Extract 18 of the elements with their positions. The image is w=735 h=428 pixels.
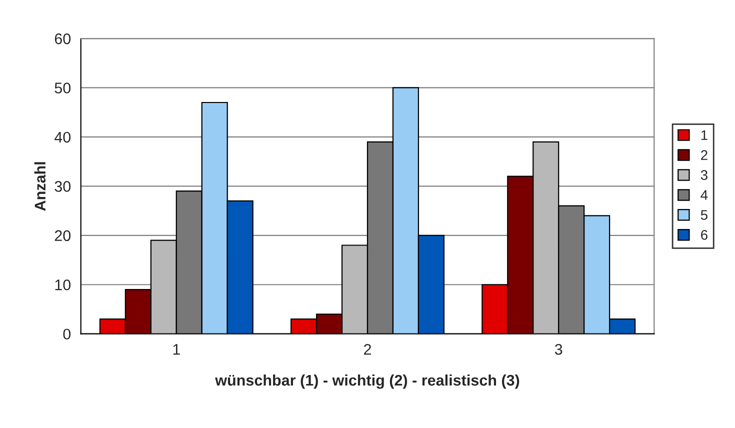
x-tick-label: 2: [364, 344, 371, 355]
legend-label: 1: [701, 130, 708, 140]
y-tick-label: 20: [54, 230, 71, 242]
legend-label: 4: [700, 190, 708, 200]
x-tick-label: 1: [173, 344, 180, 355]
y-tick-label: 40: [54, 132, 71, 143]
y-tick-label: 50: [54, 82, 71, 94]
y-tick-label: 0: [63, 328, 71, 340]
legend-label: 5: [700, 210, 708, 220]
y-tick-label: 60: [54, 33, 71, 44]
y-tick-label: 10: [55, 279, 71, 290]
legend-label: 2: [701, 150, 708, 160]
y-axis-title: Anzahl: [34, 162, 46, 211]
y-tick-label: 30: [54, 181, 71, 192]
legend-label: 3: [700, 170, 708, 180]
x-tick-label: 3: [554, 344, 562, 355]
legend-label: 6: [701, 230, 708, 240]
x-axis-title: wünschbar (1) - wichtig (2) - realistisch (3): [215, 374, 520, 389]
